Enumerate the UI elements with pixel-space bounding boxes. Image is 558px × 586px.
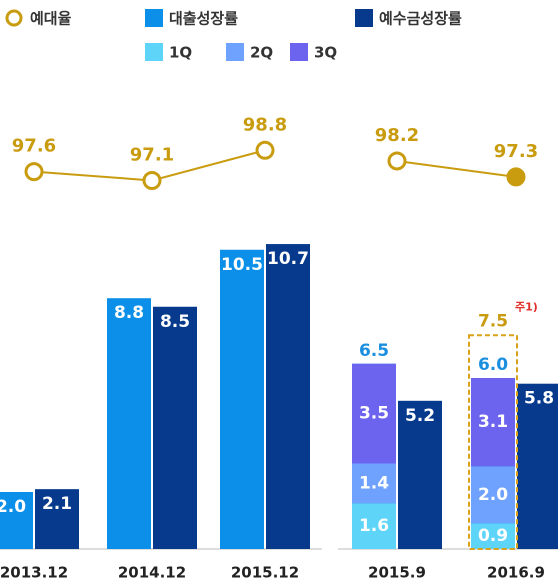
stack-segment xyxy=(352,503,396,549)
legend-swatch xyxy=(145,43,163,61)
bar xyxy=(0,492,33,549)
line-label: 98.2 xyxy=(375,125,419,146)
annotation-box xyxy=(468,334,518,550)
value-label: 3.1 xyxy=(478,412,508,432)
x-tick-label: 2016.9 xyxy=(487,564,545,582)
value-label: 5.8 xyxy=(524,389,554,409)
x-tick-label: 2013.12 xyxy=(0,564,68,582)
legend-swatch xyxy=(226,43,244,61)
value-label: 1.6 xyxy=(359,516,389,536)
x-tick-label: 2015.9 xyxy=(368,564,426,582)
value-label: 8.5 xyxy=(160,312,190,332)
legend-label: 1Q xyxy=(169,44,192,62)
value-label: 0.9 xyxy=(478,526,508,546)
bar xyxy=(220,249,264,549)
legend-label: 3Q xyxy=(314,44,337,62)
value-label: 10.7 xyxy=(267,249,309,269)
line-label: 98.8 xyxy=(243,114,287,135)
line-marker xyxy=(142,170,162,190)
x-tick-label: 2015.12 xyxy=(231,564,299,582)
legend-label: 대출성장률 xyxy=(169,10,238,28)
bar xyxy=(266,244,310,550)
annotation-value: 7.5 xyxy=(478,311,508,331)
bar xyxy=(153,306,197,549)
stack-segment xyxy=(471,466,515,524)
value-label: 10.5 xyxy=(221,255,263,275)
x-tick-label: 2014.12 xyxy=(118,564,186,582)
stack-segment xyxy=(352,463,396,504)
line-marker xyxy=(24,162,44,182)
line-label: 97.6 xyxy=(12,136,56,157)
legend-swatch xyxy=(355,9,373,27)
line-label: 97.3 xyxy=(494,141,538,162)
legend-swatch xyxy=(145,9,163,27)
value-label: 8.8 xyxy=(114,303,144,323)
annotation-note: 주1) xyxy=(515,300,538,313)
bar xyxy=(517,383,558,549)
value-label: 1.4 xyxy=(359,473,389,493)
stack-segment xyxy=(352,363,396,464)
line-marker xyxy=(255,140,275,160)
legend-label: 예대율 xyxy=(30,10,72,28)
bar xyxy=(107,298,151,549)
legend-label: 예수금성장률 xyxy=(379,10,462,28)
stack-segment xyxy=(471,378,515,467)
bar xyxy=(35,489,79,549)
legend-swatch xyxy=(290,43,308,61)
total-label: 6.5 xyxy=(359,341,389,361)
value-label: 2.0 xyxy=(0,497,26,517)
value-label: 2.1 xyxy=(42,494,72,514)
value-label: 2.0 xyxy=(478,485,508,505)
stack-segment xyxy=(471,523,515,549)
legend-label: 2Q xyxy=(250,44,273,62)
value-label: 5.2 xyxy=(405,406,435,426)
line-marker xyxy=(506,167,526,187)
legend-marker xyxy=(5,9,23,27)
value-label: 3.5 xyxy=(359,404,389,424)
total-label: 6.0 xyxy=(478,355,508,375)
bar xyxy=(398,400,442,549)
line xyxy=(396,159,517,178)
line-label: 97.1 xyxy=(130,144,174,165)
line-marker xyxy=(387,151,407,171)
